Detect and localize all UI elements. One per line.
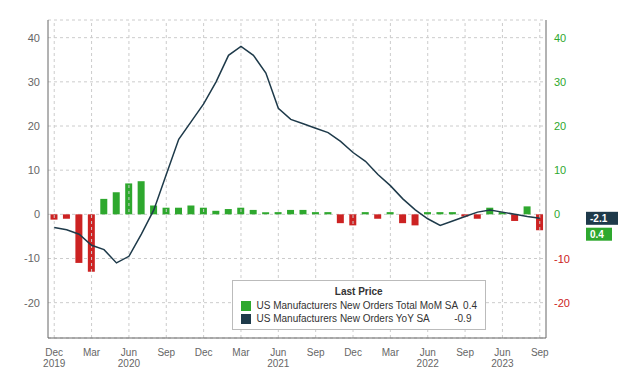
svg-text:30: 30	[28, 76, 40, 88]
svg-text:Sep: Sep	[531, 347, 549, 358]
svg-text:Sep: Sep	[157, 347, 175, 358]
svg-text:Mar: Mar	[232, 347, 250, 358]
svg-text:Jun2023: Jun2023	[491, 347, 514, 369]
html-text:US Manufacturers New Orders Yo: US Manufacturers New Orders YoY SA -0.9	[256, 313, 472, 324]
svg-text:40: 40	[554, 32, 566, 44]
svg-text:Sep: Sep	[307, 347, 325, 358]
svg-text:0.4: 0.4	[590, 229, 604, 240]
svg-text:Jun2022: Jun2022	[417, 347, 440, 369]
svg-text:-10: -10	[24, 252, 40, 264]
svg-text:Dec: Dec	[344, 347, 362, 358]
svg-text:0: 0	[554, 208, 560, 220]
svg-text:20: 20	[28, 120, 40, 132]
svg-text:Jun2020: Jun2020	[118, 347, 141, 369]
svg-text:-20: -20	[24, 297, 40, 309]
html-text:US Manufacturers New Orders To: US Manufacturers New Orders Total MoM SA…	[256, 300, 477, 311]
svg-text:Dec: Dec	[195, 347, 213, 358]
svg-text:Mar: Mar	[83, 347, 101, 358]
svg-text:10: 10	[28, 164, 40, 176]
svg-text:30: 30	[554, 76, 566, 88]
svg-text:20: 20	[554, 120, 566, 132]
svg-text:Mar: Mar	[382, 347, 400, 358]
svg-text:40: 40	[28, 32, 40, 44]
svg-text:Jun2021: Jun2021	[267, 347, 290, 369]
svg-text:10: 10	[554, 164, 566, 176]
svg-text:Dec2019: Dec2019	[43, 347, 66, 369]
svg-text:-2.1: -2.1	[590, 213, 608, 224]
svg-text:-10: -10	[554, 253, 570, 265]
svg-text:Sep: Sep	[456, 347, 474, 358]
svg-text:-20: -20	[554, 297, 570, 309]
html-text:Last Price: Last Price	[334, 286, 383, 297]
svg-text:0: 0	[34, 208, 40, 220]
